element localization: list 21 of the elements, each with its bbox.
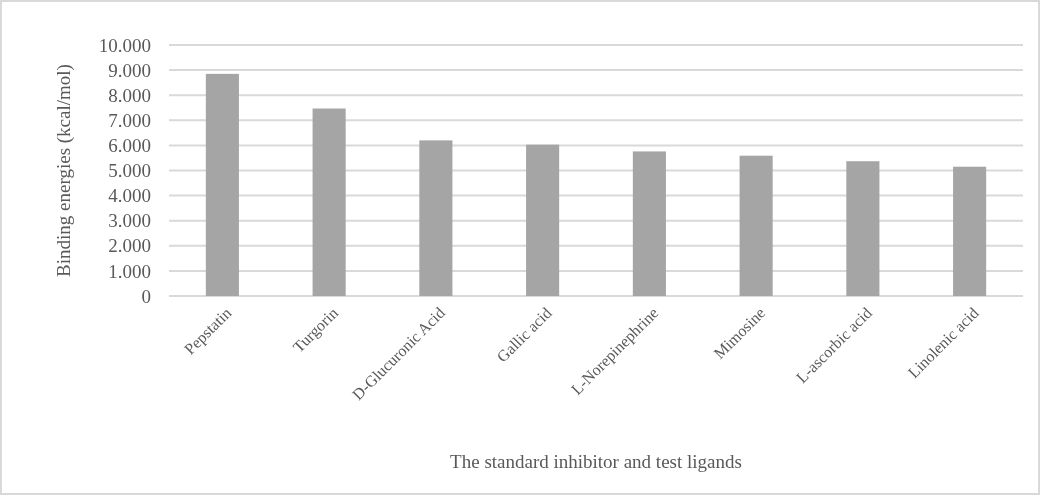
- bar: [419, 140, 453, 296]
- y-axis-title: Binding energies (kcal/mol): [53, 64, 75, 277]
- bar: [205, 73, 239, 296]
- y-tick-label: 10.000: [98, 34, 151, 56]
- y-tick-label: 1.000: [108, 260, 151, 282]
- y-tick-label: 0: [141, 285, 151, 307]
- y-tick-label: 4.000: [108, 185, 151, 207]
- bar: [953, 166, 987, 296]
- bar: [526, 144, 560, 296]
- y-tick-label: 9.000: [108, 59, 151, 81]
- y-tick-label: 7.000: [108, 109, 151, 131]
- bar: [632, 151, 666, 296]
- x-axis-title: The standard inhibitor and test ligands: [450, 451, 742, 472]
- y-tick-label: 8.000: [108, 84, 151, 106]
- bar: [739, 155, 773, 296]
- bar: [846, 161, 880, 296]
- y-tick-label: 3.000: [108, 210, 151, 232]
- y-tick-label: 5.000: [108, 160, 151, 182]
- y-tick-label: 6.000: [108, 135, 151, 157]
- bar: [312, 108, 346, 296]
- y-tick-label: 2.000: [108, 235, 151, 257]
